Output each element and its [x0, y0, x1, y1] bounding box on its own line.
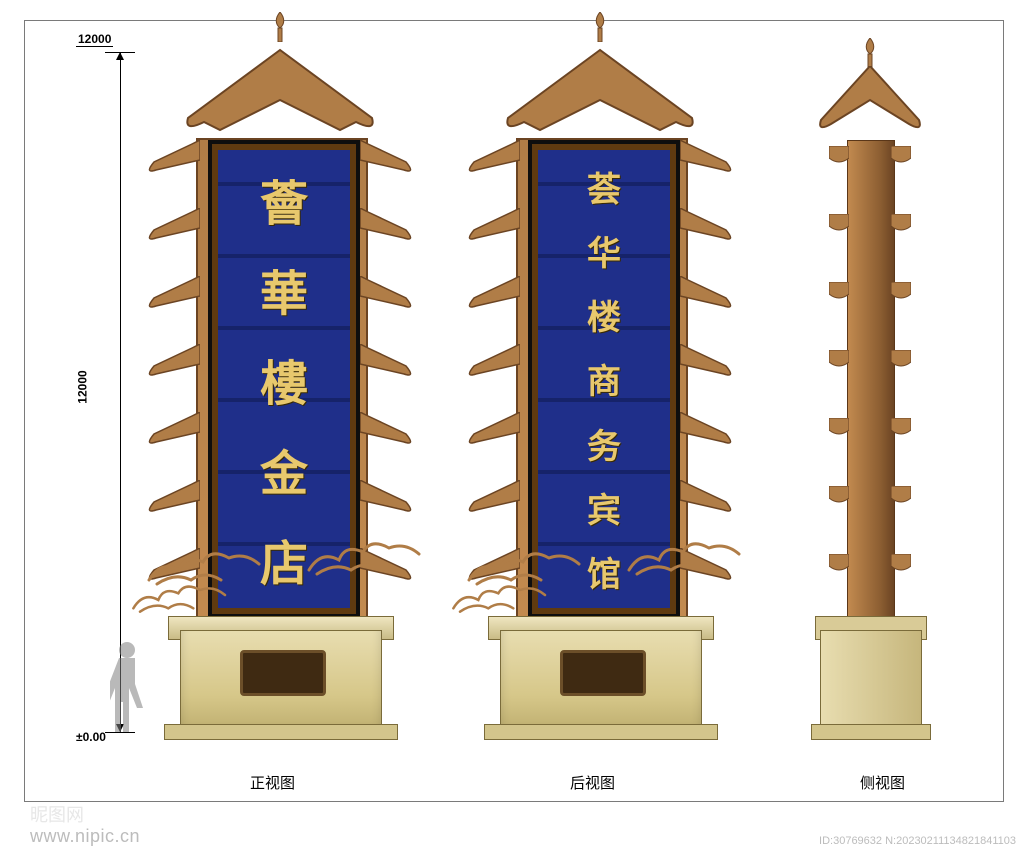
eave-right [360, 412, 412, 446]
sign-char: 金 [260, 434, 308, 504]
watermark-url: www.nipic.cn [30, 826, 140, 847]
scale-figure [110, 640, 144, 740]
cloud-ornament [290, 540, 440, 580]
caption-back: 后视图 [570, 772, 615, 793]
dim-bottom-label: ±0.00 [76, 730, 106, 744]
eave-left [148, 276, 200, 310]
sign-char: 樓 [260, 344, 308, 414]
eave-right [360, 344, 412, 378]
eave-right [680, 412, 732, 446]
sign-text: 荟华楼商务宾馆 [532, 154, 676, 604]
sign-text: 薈華樓金店 [212, 154, 356, 604]
base-plaque [240, 650, 326, 696]
eave-left [148, 140, 200, 174]
roof [500, 40, 700, 135]
caption-front: 正视图 [250, 772, 295, 793]
roof [180, 40, 380, 135]
tower-side [815, 40, 925, 740]
side-eave-left [829, 418, 849, 436]
side-eave-right [891, 486, 911, 504]
eave-right [680, 344, 732, 378]
eave-left [148, 208, 200, 242]
eave-left [148, 344, 200, 378]
cloud-ornament [450, 580, 550, 620]
sign-char: 华 [587, 226, 621, 275]
side-shaft [847, 140, 895, 622]
eave-right [360, 276, 412, 310]
eave-right [680, 480, 732, 514]
side-eave-left [829, 486, 849, 504]
side-roof [815, 66, 925, 136]
eave-left [468, 412, 520, 446]
eave-right [360, 480, 412, 514]
base-foot [164, 724, 398, 740]
finial [588, 12, 612, 42]
watermark-brand: 昵图网 [30, 801, 84, 827]
base-foot [811, 724, 931, 740]
side-eave-right [891, 146, 911, 164]
tower-front: 薈華樓金店 [150, 40, 410, 740]
tower-back: 荟华楼商务宾馆 [470, 40, 730, 740]
side-eave-right [891, 282, 911, 300]
dim-top-label: 12000 [76, 32, 113, 47]
side-eave-left [829, 282, 849, 300]
sign-char: 華 [260, 254, 308, 324]
side-eave-right [891, 554, 911, 572]
sign-char: 薈 [260, 164, 308, 234]
page: 12000 12000 ±0.00 薈華樓金店 [0, 0, 1024, 853]
side-eave-right [891, 214, 911, 232]
sign-char: 商 [587, 354, 621, 403]
eave-left [468, 480, 520, 514]
cloud-ornament [610, 540, 760, 580]
sign-char: 楼 [587, 290, 621, 339]
eave-left [468, 140, 520, 174]
eave-right [680, 140, 732, 174]
eave-right [680, 276, 732, 310]
finial [858, 38, 882, 68]
side-eave-left [829, 554, 849, 572]
eave-right [360, 208, 412, 242]
dim-height-label: 12000 [76, 370, 90, 403]
side-eave-right [891, 418, 911, 436]
eave-left [468, 276, 520, 310]
eave-right [360, 140, 412, 174]
finial [268, 12, 292, 42]
eave-left [148, 412, 200, 446]
side-eave-left [829, 350, 849, 368]
eave-left [468, 208, 520, 242]
eave-left [148, 480, 200, 514]
base-plaque [560, 650, 646, 696]
eave-right [680, 208, 732, 242]
side-eave-left [829, 146, 849, 164]
side-eave-right [891, 350, 911, 368]
sign-char: 务 [587, 419, 621, 468]
cloud-ornament [130, 580, 230, 620]
caption-side: 侧视图 [860, 772, 905, 793]
sign-char: 宾 [587, 483, 621, 532]
watermark-meta: ID:30769632 N:20230211134821841103 [819, 835, 1016, 847]
eave-left [468, 344, 520, 378]
dim-tick-top [105, 52, 135, 53]
sign-char: 荟 [587, 162, 621, 211]
base-foot [484, 724, 718, 740]
dim-vertical-line [120, 52, 121, 732]
side-eave-left [829, 214, 849, 232]
